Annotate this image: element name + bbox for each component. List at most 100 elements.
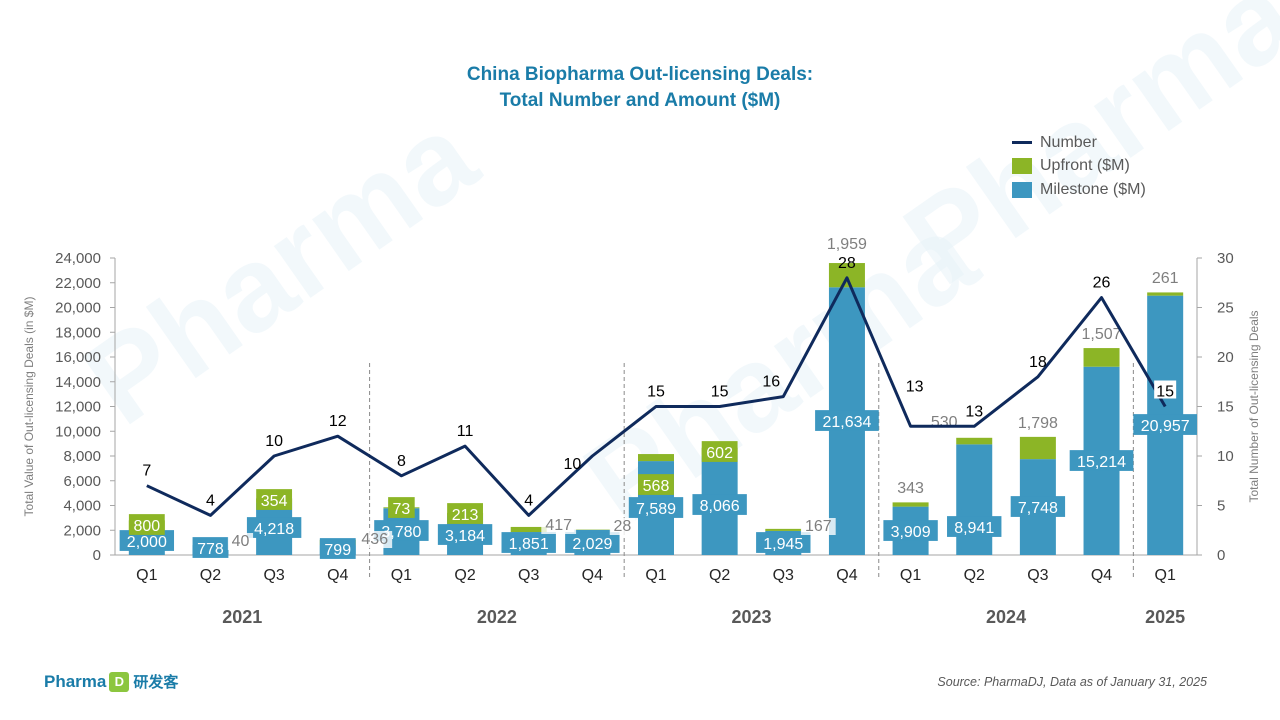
upfront-data-label-bg <box>1147 270 1183 287</box>
milestone-data-label-bg <box>883 520 938 541</box>
milestone-data-label-bg <box>692 494 747 515</box>
y-tick-label: 20,000 <box>55 300 101 317</box>
y2-tick-label: 5 <box>1217 498 1225 515</box>
x-tick-label: Q3 <box>518 567 539 584</box>
legend-label: Number <box>1040 133 1097 151</box>
milestone-data-label-bg <box>501 532 556 553</box>
x-tick-label: Q1 <box>900 567 921 584</box>
number-data-label: 13 <box>906 378 924 395</box>
y-tick-label: 22,000 <box>55 275 101 292</box>
upfront-data-label: 213 <box>452 507 479 524</box>
milestone-data-label-bg <box>1010 496 1066 517</box>
y-tick-label: 0 <box>93 547 101 564</box>
upfront-data-label: 1,507 <box>1082 326 1122 343</box>
x-tick-label: Q1 <box>1155 567 1176 584</box>
logo-mark-icon: D <box>109 671 130 692</box>
upfront-data-label: 28 <box>613 518 631 535</box>
milestone-data-label: 2,000 <box>127 534 167 551</box>
upfront-data-label-bg <box>701 441 738 462</box>
milestone-data-label-bg <box>1069 450 1134 471</box>
x-tick-label: Q3 <box>773 567 794 584</box>
y2-axis-title: Total Number of Out-licensing Deals <box>1247 310 1261 502</box>
y2-tick-label: 25 <box>1217 300 1234 317</box>
upfront-data-label: 167 <box>805 518 832 535</box>
number-data-label: 10 <box>563 456 581 473</box>
x-tick-label: Q2 <box>964 567 985 584</box>
number-data-label: 12 <box>329 413 347 430</box>
milestone-data-label: 778 <box>197 541 224 558</box>
milestone-data-label-bg <box>756 532 811 553</box>
source-note: Source: PharmaDJ, Data as of January 31,… <box>937 675 1207 689</box>
upfront-data-label-bg <box>388 497 415 518</box>
milestone-data-label-bg <box>319 538 356 559</box>
upfront-data-label-bg <box>1010 415 1065 432</box>
upfront-data-label: 40 <box>232 533 250 550</box>
milestone-data-label: 8,066 <box>700 498 740 515</box>
upfront-data-label-bg <box>128 514 165 535</box>
upfront-bar <box>828 263 865 288</box>
x-tick-label: Q2 <box>454 567 475 584</box>
milestone-data-label-bg <box>1133 414 1198 435</box>
number-data-label: 11 <box>457 423 474 440</box>
milestone-data-label-bg <box>437 524 493 545</box>
number-data-label: 15 <box>647 384 665 401</box>
number-data-label: 26 <box>1093 275 1111 292</box>
upfront-data-label: 530 <box>931 414 958 431</box>
number-data-label: 28 <box>838 255 856 272</box>
upfront-data-label: 1,798 <box>1018 415 1058 432</box>
number-line <box>146 276 1167 517</box>
y2-tick-label: 0 <box>1217 547 1225 564</box>
number-data-label: 4 <box>524 492 533 509</box>
upfront-data-label: 261 <box>1152 270 1179 287</box>
y-tick-label: 12,000 <box>55 399 101 416</box>
upfront-bar <box>956 437 993 445</box>
milestone-data-label: 21,634 <box>822 414 871 431</box>
chart-title: China Biopharma Out-licensing Deals: Tot… <box>0 62 1280 114</box>
chart-legend: Number Upfront ($M) Milestone ($M) <box>1012 131 1146 202</box>
milestone-data-label: 7,589 <box>636 501 676 518</box>
milestone-data-label: 7,748 <box>1018 500 1058 517</box>
upfront-data-label: 343 <box>897 480 924 497</box>
year-label: 2021 <box>222 607 262 627</box>
upfront-bar <box>1019 436 1056 460</box>
number-data-label: 15 <box>1156 384 1174 401</box>
y-tick-label: 8,000 <box>63 448 101 465</box>
milestone-data-label: 15,214 <box>1077 454 1126 471</box>
y2-tick-label: 30 <box>1217 250 1234 267</box>
upfront-data-label-bg <box>800 518 836 535</box>
number-data-label: 16 <box>762 374 780 391</box>
y-tick-label: 18,000 <box>55 324 101 341</box>
year-label: 2025 <box>1145 607 1185 627</box>
y-axis-title: Total Value of Out-licensing Deals (in $… <box>22 297 36 517</box>
milestone-data-label-bg <box>119 530 175 551</box>
number-data-label: 13 <box>965 403 983 420</box>
x-tick-label: Q1 <box>136 567 157 584</box>
logo-chinese-text: 研发客 <box>133 674 179 691</box>
x-tick-label: Q4 <box>1091 567 1112 584</box>
y-tick-label: 16,000 <box>55 349 101 366</box>
milestone-data-label: 1,945 <box>763 536 803 553</box>
upfront-data-label-bg <box>541 517 577 534</box>
x-tick-label: Q4 <box>836 567 857 584</box>
x-tick-label: Q3 <box>1027 567 1048 584</box>
upfront-data-label: 354 <box>261 493 288 510</box>
legend-item-milestone: Milestone ($M) <box>1012 178 1146 202</box>
legend-line-swatch <box>1012 141 1032 145</box>
year-label: 2023 <box>731 607 771 627</box>
milestone-data-label-bg <box>815 410 879 431</box>
milestone-data-label: 799 <box>324 542 351 559</box>
x-tick-label: Q1 <box>391 567 412 584</box>
milestone-data-label-bg <box>246 517 302 538</box>
legend-milestone-swatch <box>1012 181 1032 198</box>
upfront-bar <box>1083 348 1120 367</box>
y2-tick-label: 20 <box>1217 349 1234 366</box>
milestone-data-label: 4,218 <box>254 521 294 538</box>
y-tick-label: 2,000 <box>63 522 101 539</box>
x-tick-label: Q3 <box>263 567 284 584</box>
number-data-label: 10 <box>265 433 283 450</box>
upfront-bar <box>638 454 674 462</box>
legend-label: Milestone ($M) <box>1040 180 1146 198</box>
upfront-data-label: 436 <box>361 531 388 548</box>
x-tick-label: Q1 <box>645 567 666 584</box>
upfront-data-label: 73 <box>393 501 411 518</box>
